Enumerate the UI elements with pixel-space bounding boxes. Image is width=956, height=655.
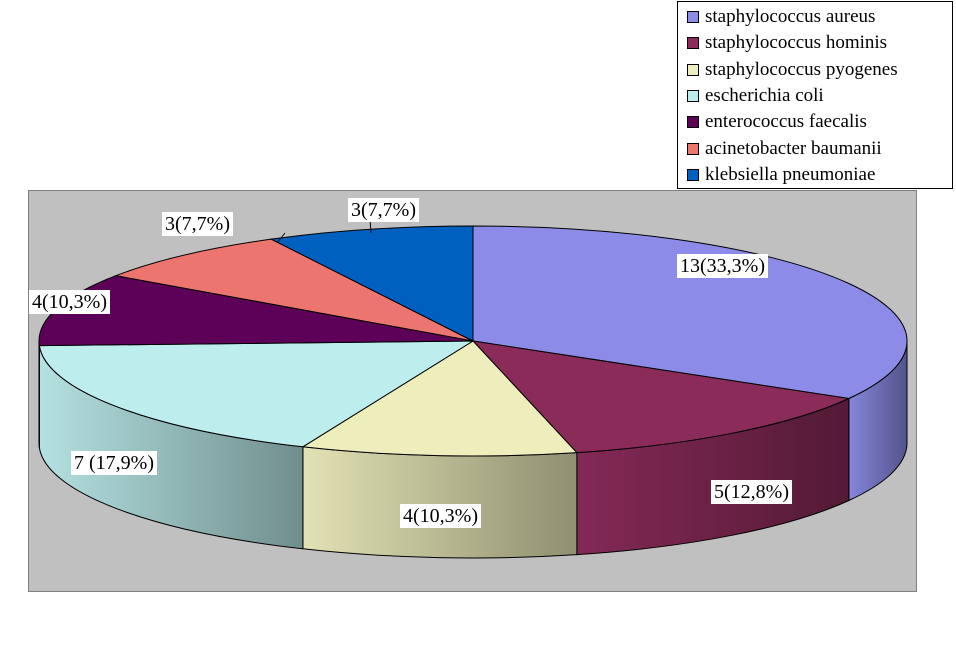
legend-swatch-0: [687, 11, 699, 24]
leader-line-1: [276, 232, 286, 244]
pie-chart: [38, 218, 908, 559]
legend-swatch-6: [687, 168, 699, 181]
legend: staphylococcus aureus staphylococcus homi…: [677, 1, 953, 189]
legend-item-5: acinetobacter baumanii: [687, 135, 952, 161]
legend-item-1: staphylococcus hominis: [687, 30, 952, 56]
data-label-6: 3(7,7%): [348, 198, 419, 222]
legend-label-4: enterococcus faecalis: [705, 111, 867, 133]
legend-item-0: staphylococcus aureus: [687, 4, 952, 30]
legend-item-4: enterococcus faecalis: [687, 109, 952, 135]
data-label-3: 7 (17,9%): [71, 451, 157, 475]
legend-swatch-3: [687, 90, 699, 103]
legend-label-3: escherichia coli: [705, 85, 824, 107]
legend-label-6: klebsiella pneumoniae: [705, 163, 876, 185]
legend-label-1: staphylococcus hominis: [705, 32, 888, 54]
pie-slice-6: [269, 225, 474, 342]
data-label-0: 13(33,3%): [677, 254, 768, 278]
data-label-2: 4(10,3%): [400, 504, 481, 528]
legend-item-2: staphylococcus pyogenes: [687, 57, 952, 83]
pie-side-2: [302, 446, 578, 559]
data-label-1: 5(12,8%): [711, 480, 792, 504]
legend-swatch-5: [687, 142, 699, 155]
legend-swatch-1: [687, 37, 699, 50]
pie-slice-5: [113, 238, 474, 342]
pie-slice-2: [301, 340, 578, 457]
legend-label-0: staphylococcus aureus: [705, 6, 876, 28]
data-label-4: 4(10,3%): [29, 290, 110, 314]
legend-item-6: klebsiella pneumoniae: [687, 162, 952, 188]
legend-label-2: staphylococcus pyogenes: [705, 58, 898, 80]
pie-slice-0: [472, 225, 908, 400]
pie-slice-1: [471, 340, 851, 454]
legend-swatch-4: [687, 116, 699, 129]
plot-area: [28, 190, 917, 592]
pie-slice-3: [38, 340, 475, 448]
legend-swatch-2: [687, 63, 699, 76]
legend-item-3: escherichia coli: [687, 83, 952, 109]
data-label-5: 3(7,7%): [162, 212, 233, 236]
legend-label-5: acinetobacter baumanii: [705, 137, 882, 159]
